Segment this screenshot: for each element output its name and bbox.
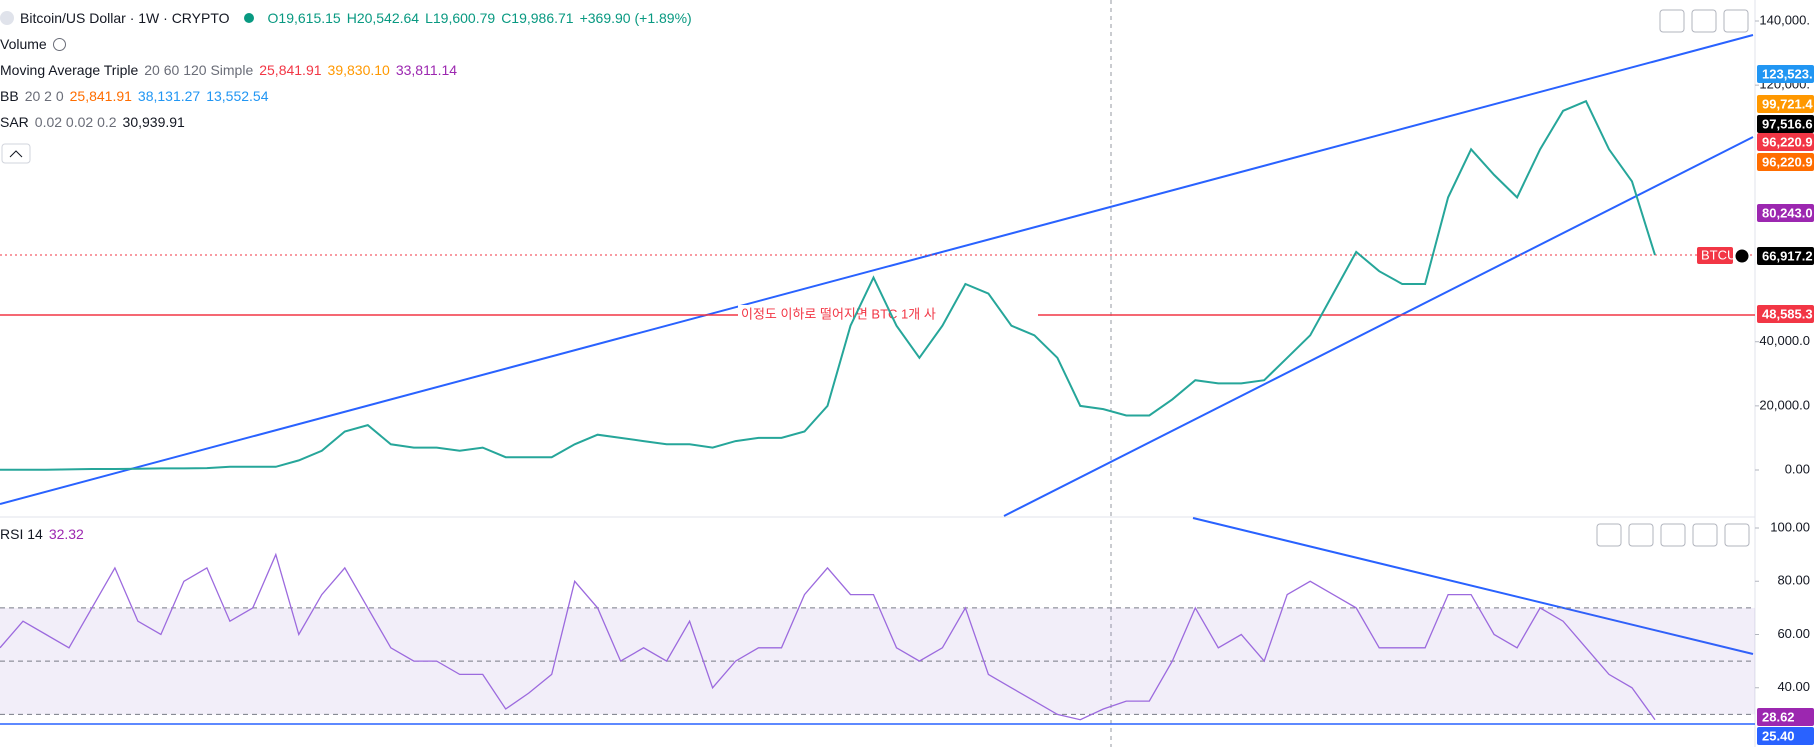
button[interactable] <box>1659 9 1685 33</box>
indicator-params: 20 2 0 <box>24 88 64 104</box>
rsi-title: RSI 14 <box>0 526 43 542</box>
symbol-tag-label: BTCU <box>1701 247 1736 262</box>
annotation-bg <box>738 305 1038 325</box>
price-badge-label: 96,220.9 <box>1762 154 1813 169</box>
price-badge <box>1757 305 1814 323</box>
price-badge-label: 99,721.4 <box>1762 96 1813 111</box>
price-badge <box>1757 708 1814 726</box>
rsi-value: 32.32 <box>48 526 84 542</box>
price-badge <box>1757 727 1814 745</box>
rsi-line <box>0 552 1656 721</box>
price-badge-label: 25.40 <box>1762 728 1795 743</box>
price-badge <box>1757 247 1814 265</box>
button[interactable] <box>1691 9 1717 33</box>
indicator-value: 38,131.27 <box>137 88 201 104</box>
indicator-value: 25,841.91 <box>259 62 322 78</box>
visibility-icon <box>52 37 66 51</box>
status-dot <box>243 13 254 23</box>
indicator-value: 30,939.91 <box>122 114 185 130</box>
toolbar <box>1596 9 1750 547</box>
button[interactable] <box>1724 523 1750 547</box>
indicator-row: Moving Average Triple 20 60 120 Simple 25,… <box>0 62 457 78</box>
price-badge <box>1757 95 1814 113</box>
change: +369.90 (+1.89%) <box>579 10 692 26</box>
indicator-row: Volume <box>0 36 66 52</box>
button[interactable] <box>1692 523 1718 547</box>
add-button[interactable] <box>1734 248 1750 264</box>
price-line <box>0 99 1656 471</box>
symbol-icon <box>0 11 14 25</box>
y-tick-label: 80.00 <box>1777 573 1810 588</box>
indicator-value: 25,841.91 <box>69 88 132 104</box>
ohlc: H20,542.64 <box>346 10 420 26</box>
trend-line <box>1003 136 1754 517</box>
indicator-name: Moving Average Triple <box>0 62 139 78</box>
symbol-tag <box>1697 247 1733 264</box>
indicator-row: BB 20 2 0 25,841.91 38,131.27 13,552.54 <box>0 88 269 104</box>
y-tick-label: 0.00 <box>1785 461 1810 476</box>
indicator-row: SAR 0.02 0.02 0.2 30,939.91 <box>0 114 185 130</box>
trend-line <box>1192 517 1754 655</box>
button[interactable] <box>1723 9 1749 33</box>
y-tick-label: 140,000. <box>1759 12 1810 27</box>
price-badge-label: 123,523. <box>1762 66 1813 81</box>
indicator-name: Volume <box>0 36 47 52</box>
indicator-value: 33,811.14 <box>395 62 458 78</box>
y-tick-label: 20,000.0 <box>1759 397 1810 412</box>
header: Bitcoin/US Dollar · 1W · CRYPTO O19,615.… <box>0 10 692 26</box>
trend-line <box>0 34 1754 505</box>
y-tick-label: 60.00 <box>1777 626 1810 641</box>
price-badge <box>1757 204 1814 222</box>
price-badge <box>1757 65 1814 83</box>
price-badge-label: 66,917.2 <box>1762 248 1813 263</box>
ohlc: L19,600.79 <box>425 10 496 26</box>
button[interactable] <box>1628 523 1654 547</box>
price-badge <box>1757 133 1814 151</box>
indicator-value: 39,830.10 <box>327 62 390 78</box>
y-tick-label: 40,000.0 <box>1759 333 1810 348</box>
indicator-name: BB <box>0 88 19 104</box>
price-badge <box>1757 153 1814 171</box>
ohlc: O19,615.15 <box>267 10 341 26</box>
symbol[interactable]: Bitcoin/US Dollar · 1W · CRYPTO <box>20 10 230 26</box>
price-badge-label: 48,585.3 <box>1762 306 1813 321</box>
indicator-value: 13,552.54 <box>206 88 269 104</box>
price-badge-label: 97,516.6 <box>1762 116 1813 131</box>
ohlc: C19,986.71 <box>501 10 574 26</box>
button[interactable] <box>1596 523 1622 547</box>
y-tick-label: 40.00 <box>1777 679 1810 694</box>
annotation: 이정도 이하로 떨어지면 BTC 1개 사 <box>741 306 936 321</box>
price-badge <box>1757 115 1814 133</box>
price-badge-label: 28.62 <box>1762 709 1795 724</box>
rsi-legend: RSI 14 32.32 <box>0 526 84 542</box>
collapse-button[interactable] <box>1 143 31 164</box>
indicator-params: 0.02 0.02 0.2 <box>34 114 117 130</box>
indicator-name: SAR <box>0 114 29 130</box>
y-tick-label: 100.00 <box>1770 519 1810 534</box>
indicator-params: 20 60 120 Simple <box>144 62 254 78</box>
price-badge-label: 80,243.0 <box>1762 205 1813 220</box>
collapse-icon <box>9 150 23 158</box>
button[interactable] <box>1660 523 1686 547</box>
price-badge-label: 96,220.9 <box>1762 134 1813 149</box>
